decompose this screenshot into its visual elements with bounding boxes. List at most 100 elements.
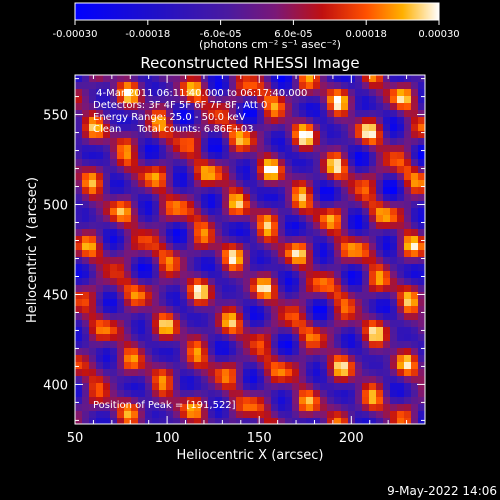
heatmap-cell bbox=[292, 229, 299, 236]
heatmap-cell bbox=[292, 313, 299, 320]
heatmap-cell bbox=[110, 348, 117, 355]
heatmap-cell bbox=[341, 215, 348, 222]
heatmap-cell bbox=[110, 103, 117, 110]
colorbar-tick-label: -0.00030 bbox=[53, 29, 98, 40]
heatmap-cell bbox=[341, 285, 348, 292]
heatmap-cell bbox=[229, 348, 236, 355]
heatmap-cell bbox=[355, 243, 362, 250]
heatmap-cell bbox=[187, 96, 194, 103]
heatmap-cell bbox=[236, 138, 243, 145]
heatmap-cell bbox=[299, 180, 306, 187]
heatmap-cell bbox=[124, 264, 131, 271]
heatmap-cell bbox=[278, 75, 285, 82]
heatmap-cell bbox=[110, 306, 117, 313]
heatmap-cell bbox=[369, 215, 376, 222]
heatmap-cell bbox=[278, 390, 285, 397]
heatmap-cell bbox=[306, 348, 313, 355]
heatmap-cell bbox=[187, 187, 194, 194]
heatmap-cell bbox=[355, 376, 362, 383]
heatmap-cell bbox=[229, 397, 236, 404]
heatmap-cell bbox=[208, 243, 215, 250]
heatmap-cell bbox=[341, 250, 348, 257]
heatmap-cell bbox=[208, 194, 215, 201]
heatmap-cell bbox=[180, 369, 187, 376]
heatmap-cell bbox=[299, 292, 306, 299]
heatmap-cell bbox=[271, 404, 278, 411]
heatmap-cell bbox=[376, 348, 383, 355]
heatmap-cell bbox=[306, 180, 313, 187]
heatmap-cell bbox=[285, 334, 292, 341]
heatmap-cell bbox=[320, 145, 327, 152]
heatmap-cell bbox=[166, 229, 173, 236]
heatmap-cell bbox=[299, 194, 306, 201]
heatmap-cell bbox=[313, 89, 320, 96]
heatmap-cell bbox=[201, 243, 208, 250]
heatmap-cell bbox=[117, 369, 124, 376]
heatmap-cell bbox=[243, 103, 250, 110]
heatmap-cell bbox=[152, 82, 159, 89]
heatmap-cell bbox=[376, 222, 383, 229]
heatmap-cell bbox=[320, 152, 327, 159]
heatmap-cell bbox=[173, 383, 180, 390]
heatmap-cell bbox=[299, 383, 306, 390]
heatmap-cell bbox=[243, 327, 250, 334]
heatmap-cell bbox=[89, 299, 96, 306]
heatmap-cell bbox=[278, 96, 285, 103]
heatmap-cell bbox=[75, 103, 82, 110]
heatmap-cell bbox=[369, 201, 376, 208]
heatmap-cell bbox=[390, 75, 397, 82]
heatmap-cell bbox=[201, 397, 208, 404]
heatmap-cell bbox=[341, 313, 348, 320]
heatmap-cell bbox=[194, 124, 201, 131]
heatmap-cell bbox=[341, 418, 348, 424]
heatmap-cell bbox=[327, 390, 334, 397]
heatmap-cell bbox=[320, 243, 327, 250]
heatmap-cell bbox=[278, 404, 285, 411]
heatmap-cell bbox=[229, 411, 236, 418]
heatmap-cell bbox=[320, 271, 327, 278]
heatmap-cell bbox=[390, 418, 397, 424]
heatmap-cell bbox=[236, 411, 243, 418]
heatmap-cell bbox=[341, 152, 348, 159]
heatmap-cell bbox=[229, 264, 236, 271]
heatmap-cell bbox=[236, 257, 243, 264]
heatmap-cell bbox=[383, 278, 390, 285]
heatmap-cell bbox=[278, 362, 285, 369]
heatmap-cell bbox=[222, 348, 229, 355]
heatmap-cell bbox=[222, 82, 229, 89]
heatmap-cell bbox=[75, 285, 82, 292]
heatmap-cell bbox=[355, 124, 362, 131]
heatmap-cell bbox=[404, 180, 411, 187]
heatmap-cell bbox=[264, 411, 271, 418]
heatmap-cell bbox=[103, 152, 110, 159]
heatmap-cell bbox=[327, 327, 334, 334]
heatmap-cell bbox=[355, 96, 362, 103]
heatmap-cell bbox=[145, 271, 152, 278]
heatmap-cell bbox=[138, 404, 145, 411]
heatmap-cell bbox=[194, 390, 201, 397]
heatmap-cell bbox=[187, 222, 194, 229]
heatmap-cell bbox=[376, 103, 383, 110]
heatmap-cell bbox=[299, 110, 306, 117]
heatmap-cell bbox=[278, 418, 285, 424]
heatmap-cell bbox=[306, 215, 313, 222]
heatmap-cell bbox=[166, 348, 173, 355]
heatmap-cell bbox=[383, 236, 390, 243]
heatmap-cell bbox=[292, 341, 299, 348]
heatmap-cell bbox=[243, 306, 250, 313]
heatmap-cell bbox=[187, 355, 194, 362]
heatmap-cell bbox=[250, 390, 257, 397]
heatmap-cell bbox=[145, 152, 152, 159]
heatmap-cell bbox=[299, 187, 306, 194]
heatmap-cell bbox=[236, 404, 243, 411]
heatmap-cell bbox=[397, 82, 404, 89]
heatmap-cell bbox=[89, 327, 96, 334]
heatmap-cell bbox=[82, 103, 89, 110]
heatmap-cell bbox=[390, 362, 397, 369]
heatmap-cell bbox=[103, 131, 110, 138]
heatmap-cell bbox=[390, 145, 397, 152]
heatmap-cell bbox=[166, 299, 173, 306]
heatmap-cell bbox=[180, 383, 187, 390]
heatmap-cell bbox=[285, 152, 292, 159]
heatmap-cell bbox=[362, 138, 369, 145]
